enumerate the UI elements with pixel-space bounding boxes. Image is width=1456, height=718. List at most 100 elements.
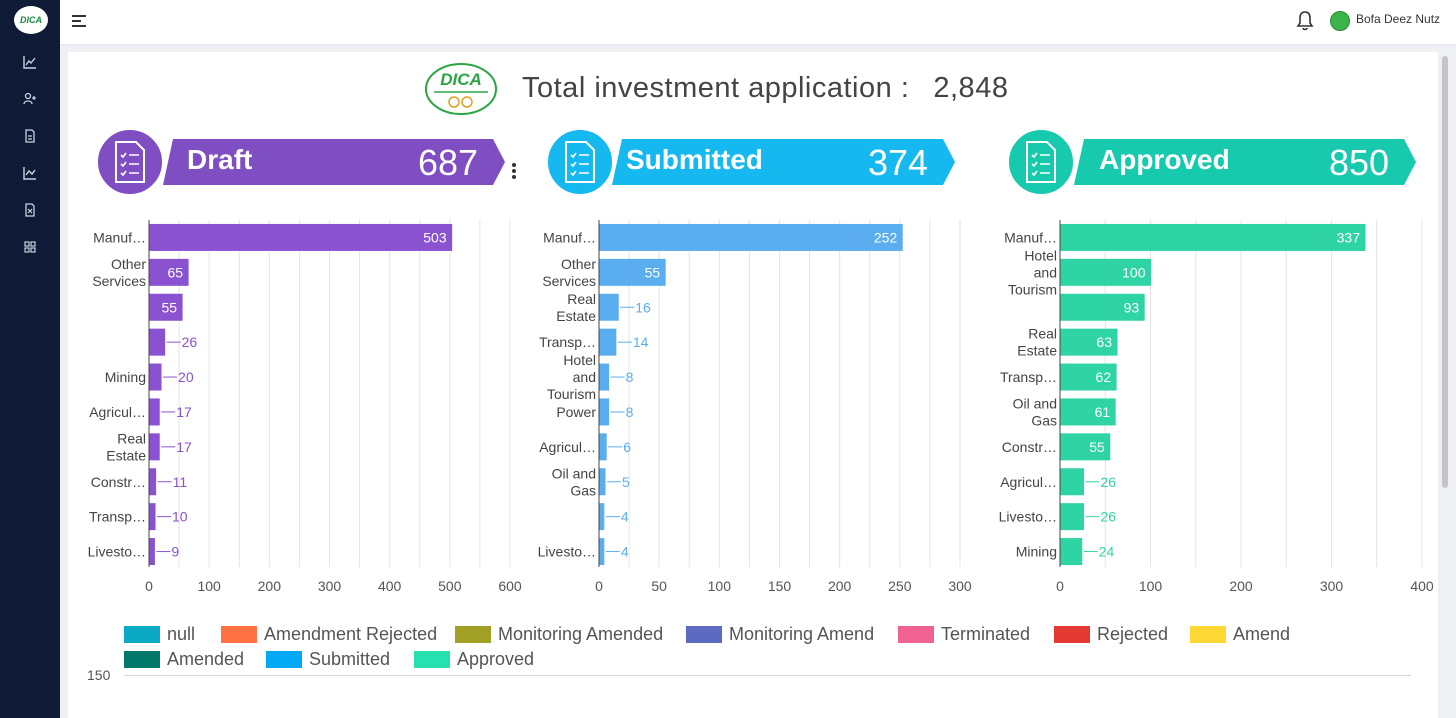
x-tick-label: 0 <box>145 578 153 594</box>
category-label: Mining <box>105 369 146 385</box>
avatar[interactable] <box>1330 11 1350 31</box>
bottom-chart-gridline <box>124 675 1411 676</box>
category-label: Services <box>542 273 596 289</box>
category-label: Tourism <box>1008 281 1057 297</box>
menu-icon[interactable] <box>72 12 86 27</box>
category-label: Hotel <box>1024 247 1057 263</box>
x-tick-label: 150 <box>768 578 792 594</box>
data-label: 17 <box>176 439 192 455</box>
draft-sector-chart: 0 100 200 300 400 500 600 503 Manuf… 65 OtherServi… <box>88 220 522 594</box>
top-bar: Bofa Deez Nutz <box>60 0 1456 45</box>
svg-text:DICA: DICA <box>440 70 482 89</box>
category-label: Manuf… <box>543 229 596 245</box>
bar <box>149 363 162 391</box>
summary-draft: Draft 687 <box>163 139 505 185</box>
total-label: Total investment application : <box>522 72 910 104</box>
data-label: 26 <box>1101 509 1117 525</box>
sidebar: DICA <box>0 0 60 718</box>
scrollbar[interactable] <box>1442 56 1448 488</box>
legend-item[interactable]: Terminated <box>898 624 1030 645</box>
data-label: 5 <box>622 474 630 490</box>
legend-item[interactable]: Amended <box>124 649 244 670</box>
category-label: Livesto… <box>88 544 146 560</box>
x-tick-label: 300 <box>1320 578 1344 594</box>
bar <box>599 433 607 461</box>
x-tick-label: 100 <box>197 578 221 594</box>
x-tick-label: 400 <box>1410 578 1434 594</box>
legend-swatch <box>124 651 160 668</box>
category-label: Mining <box>1016 544 1057 560</box>
bar <box>1060 433 1111 461</box>
x-tick-label: 50 <box>651 578 667 594</box>
bar <box>149 258 189 286</box>
legend-swatch <box>414 651 450 668</box>
legend-item[interactable]: Monitoring Amend <box>686 624 874 645</box>
category-label: Manuf… <box>1004 229 1057 245</box>
data-label: 100 <box>1122 264 1146 280</box>
category-label: Oil and <box>1013 395 1057 411</box>
bar <box>1060 538 1083 566</box>
x-tick-label: 200 <box>828 578 852 594</box>
x-tick-label: 500 <box>438 578 462 594</box>
category-label: Estate <box>556 308 596 324</box>
category-label: and <box>573 369 596 385</box>
bar <box>1060 293 1145 321</box>
summary-approved-value: 850 <box>1329 142 1390 183</box>
data-label: 11 <box>173 474 188 490</box>
category-label: Agricul… <box>89 404 146 420</box>
data-label: 55 <box>1089 439 1105 455</box>
legend-label: Amend <box>1233 624 1291 644</box>
category-label: Agricul… <box>1000 474 1057 490</box>
category-label: Other <box>111 256 146 272</box>
category-label: Oil and <box>552 465 596 481</box>
summary-draft-label: Draft <box>187 144 253 175</box>
bar <box>1060 363 1117 391</box>
category-label: Other <box>561 256 596 272</box>
legend-item[interactable]: Submitted <box>266 649 390 670</box>
legend-label: Rejected <box>1097 624 1169 644</box>
legend-label: Amended <box>167 649 245 669</box>
more-options-icon[interactable] <box>512 163 516 181</box>
legend-item[interactable]: Approved <box>414 649 534 670</box>
app-logo[interactable]: DICA <box>14 6 48 34</box>
legend-item[interactable]: null <box>124 624 195 645</box>
settings-icon[interactable] <box>22 240 38 256</box>
users-icon[interactable] <box>22 92 38 108</box>
data-label: 252 <box>874 229 898 245</box>
user-name[interactable]: Bofa Deez Nutz <box>1356 12 1441 26</box>
bell-icon[interactable] <box>1296 10 1314 32</box>
document-icon[interactable] <box>22 129 38 145</box>
x-tick-label: 0 <box>595 578 603 594</box>
category-label: Agricul… <box>539 439 596 455</box>
bar <box>1060 398 1116 426</box>
category-label: Tourism <box>547 386 596 402</box>
legend-label: Submitted <box>309 649 391 669</box>
data-label: 65 <box>168 264 184 280</box>
legend-item[interactable]: Monitoring Amended <box>455 624 663 645</box>
data-label: 503 <box>423 229 447 245</box>
category-label: Transp… <box>539 334 596 350</box>
summary-approved-label: Approved <box>1099 144 1230 175</box>
legend-label: Monitoring Amend <box>729 624 875 644</box>
chart-line-icon[interactable] <box>22 55 38 71</box>
bar <box>149 468 157 496</box>
total-value: 2,848 <box>933 72 1009 104</box>
approved-document-icon <box>1006 127 1076 197</box>
analytics-icon[interactable] <box>22 166 38 182</box>
category-label: Real <box>117 430 146 446</box>
x-tick-label: 300 <box>318 578 342 594</box>
bar <box>1060 223 1366 251</box>
report-icon[interactable] <box>22 203 38 219</box>
category-label: Estate <box>1017 343 1057 359</box>
app-logo-text: DICA <box>20 15 42 25</box>
x-tick-label: 300 <box>948 578 972 594</box>
bar <box>149 398 160 426</box>
bar <box>599 258 666 286</box>
legend-item[interactable]: Amend <box>1190 624 1290 645</box>
bar <box>149 538 155 566</box>
category-label: Transp… <box>1000 369 1057 385</box>
legend-item[interactable]: Rejected <box>1054 624 1168 645</box>
category-label: and <box>1034 264 1057 280</box>
bar <box>599 503 605 531</box>
legend-item[interactable]: Amendment Rejected <box>221 624 437 645</box>
